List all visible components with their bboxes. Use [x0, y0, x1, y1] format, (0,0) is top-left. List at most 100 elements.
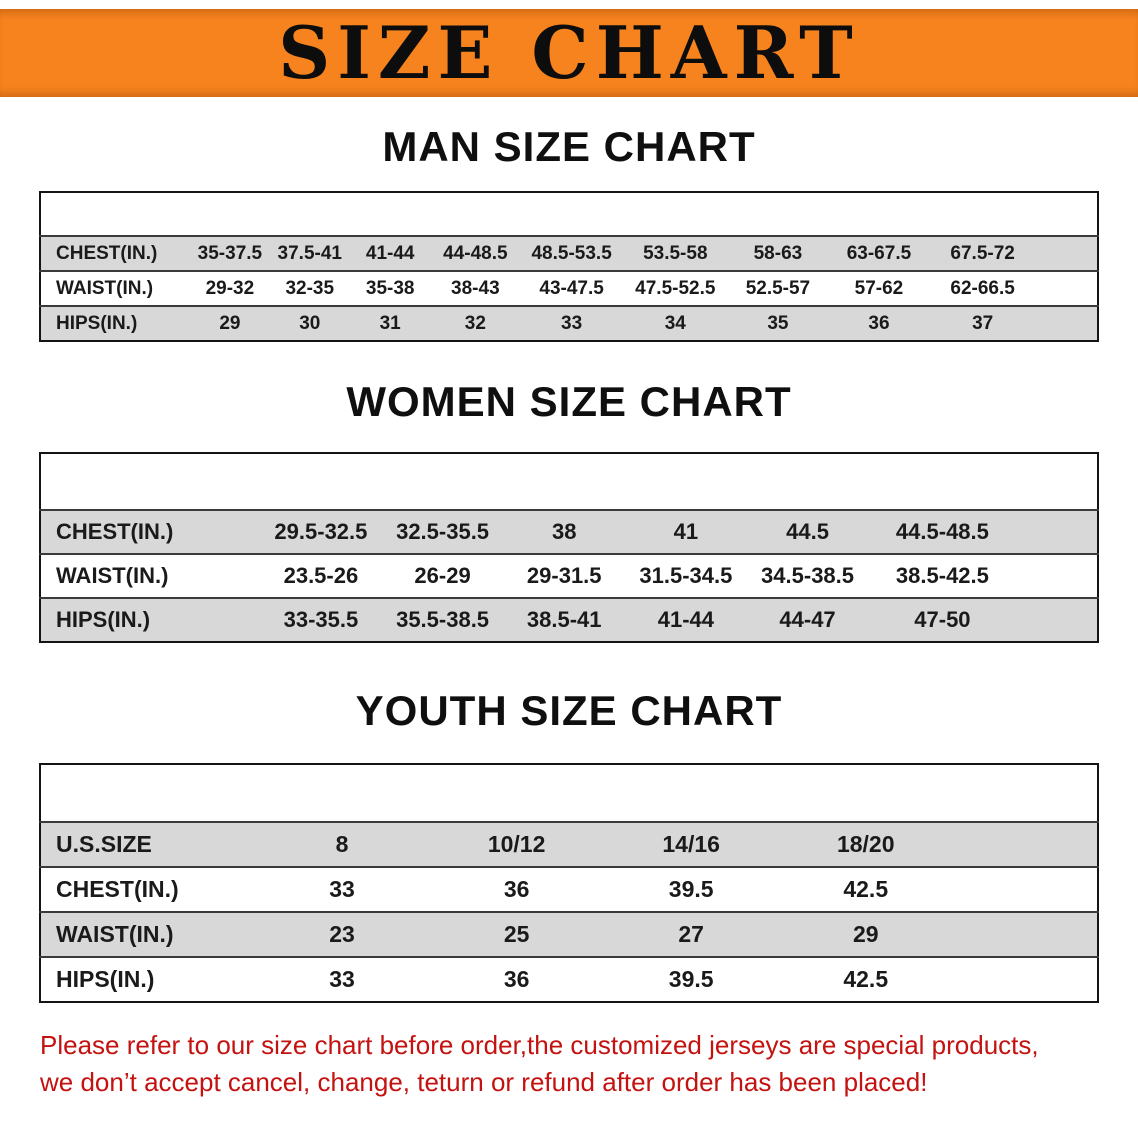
value-cell: 58-63: [727, 235, 829, 271]
measurement-row: CHEST(IN.) 35-37.5 37.5-41 41-44 44-48.5 48.5…: [40, 235, 1098, 271]
row-label: WAIST(IN.): [40, 553, 261, 598]
value-cell: 34: [622, 305, 728, 341]
value-cell: 31: [349, 305, 431, 341]
filler-cell: [1035, 270, 1098, 306]
value-cell: 42.5: [778, 866, 954, 912]
value-cell: 35: [727, 305, 829, 341]
disclaimer: Please refer to our size chart before or…: [40, 1027, 1138, 1101]
value-cell: 14/16: [603, 821, 779, 867]
value-cell: 43-47.5: [520, 270, 623, 306]
value-cell: 29-31.5: [503, 553, 626, 598]
measurement-row: U.S.SIZE 8 10/12 14/16 18/20: [40, 821, 1098, 867]
womens-size-table: WOMEN’S XS S M L XL XXL CHEST(IN.) 29.5-32.5 32.5…: [39, 452, 1099, 643]
filler-cell: [1036, 192, 1098, 236]
value-cell: 37: [929, 305, 1036, 341]
row-label: CHEST(IN.): [40, 866, 255, 912]
value-cell: 38: [503, 509, 626, 554]
value-cell: 38-43: [430, 270, 521, 306]
filler-cell: [1035, 305, 1098, 341]
measurement-row: HIPS(IN.) 29 30 31 32 33 34 35 36 37: [40, 305, 1098, 341]
value-cell: 53.5-58: [622, 235, 728, 271]
mens-size-table: MEN’S S M L XL 2XL 3XL 4XL 5XL 6XL CHEST(IN.) 35-37…: [39, 191, 1099, 342]
value-cell: 44.5: [746, 509, 869, 554]
measurement-row: WAIST(IN.) 23 25 27 29: [40, 911, 1098, 957]
value-cell: 36: [429, 866, 604, 912]
measurement-row: CHEST(IN.) 33 36 39.5 42.5: [40, 866, 1098, 912]
size-header-cell: S: [222, 202, 238, 225]
value-cell: 41-44: [625, 597, 747, 642]
filler-cell: [953, 866, 1098, 912]
table-title-cell: YOUTH: [56, 777, 159, 808]
size-header-cell: XXL: [916, 466, 969, 496]
value-cell: 8: [254, 821, 430, 867]
value-cell: 48.5-53.5: [520, 235, 623, 271]
youth-size-chart-heading: YOUTH SIZE CHART: [355, 687, 783, 734]
value-cell: 32-35: [269, 270, 350, 306]
table-title-cell: MEN’S: [56, 199, 141, 228]
measurement-row: CHEST(IN.) 29.5-32.5 32.5-35.5 38 41 44.5 44.5…: [40, 509, 1098, 554]
table-header-row: MEN’S S M L XL 2XL 3XL 4XL 5XL 6XL: [40, 192, 1098, 236]
value-cell: 23: [254, 911, 430, 957]
value-cell: 33: [254, 866, 430, 912]
measurement-row: WAIST(IN.) 23.5-26 26-29 29-31.5 31.5-34.5 34…: [40, 553, 1098, 598]
row-label: CHEST(IN.): [40, 509, 261, 554]
filler-cell: [1016, 553, 1098, 598]
value-cell: 42.5: [778, 956, 954, 1002]
value-cell: 33-35.5: [260, 597, 382, 642]
filler-cell: [953, 956, 1098, 1002]
value-cell: 44-47: [746, 597, 869, 642]
measurement-row: WAIST(IN.) 29-32 32-35 35-38 38-43 43-47.5 47.…: [40, 270, 1098, 306]
value-cell: 35-38: [349, 270, 431, 306]
banner: SIZE CHART: [0, 9, 1138, 97]
disclaimer-line-2: we don’t accept cancel, change, teturn o…: [40, 1067, 928, 1097]
value-cell: 52.5-57: [727, 270, 829, 306]
size-header-cell: XL: [461, 202, 490, 225]
filler-cell: [953, 764, 1098, 822]
row-label: HIPS(IN.): [40, 956, 255, 1002]
size-header-cell: YTH XL: [818, 777, 914, 808]
youth-size-chart-section: YOUTH SIZE CHART YOUTH YTH S YTH M YTH L YTH…: [0, 687, 1138, 1003]
size-header-cell: M: [300, 202, 319, 225]
table-header-row: YOUTH YTH S YTH M YTH L YTH XL: [40, 764, 1098, 822]
value-cell: 31.5-34.5: [625, 553, 747, 598]
size-header-cell: 2XL: [551, 202, 592, 225]
value-cell: 35-37.5: [190, 235, 270, 271]
value-cell: 57-62: [828, 270, 930, 306]
size-header-cell: 5XL: [858, 202, 899, 225]
value-cell: 38.5-41: [503, 597, 626, 642]
value-cell: 29: [190, 305, 270, 341]
value-cell: 23.5-26: [260, 553, 382, 598]
value-cell: 36: [828, 305, 930, 341]
filler-cell: [953, 911, 1098, 957]
table-header-row: WOMEN’S XS S M L XL XXL: [40, 453, 1098, 510]
value-cell: 32: [430, 305, 521, 341]
table-title-cell: WOMEN’S: [56, 465, 200, 497]
size-header-cell: M: [553, 466, 576, 496]
size-header-cell: XL: [790, 466, 825, 496]
filler-cell: [1035, 235, 1098, 271]
row-label: HIPS(IN.): [40, 305, 191, 341]
size-header-cell: YTH S: [302, 777, 382, 808]
size-header-cell: 3XL: [655, 202, 696, 225]
size-header-cell: 6XL: [962, 202, 1003, 225]
filler-cell: [1016, 453, 1098, 510]
value-cell: 37.5-41: [269, 235, 350, 271]
value-cell: 30: [269, 305, 350, 341]
value-cell: 29-32: [190, 270, 270, 306]
man-size-chart-section: MAN SIZE CHART MEN’S S M L XL 2XL 3XL 4XL 5XL 6XL…: [0, 123, 1138, 342]
value-cell: 18/20: [778, 821, 954, 867]
value-cell: 25: [429, 911, 604, 957]
row-label: HIPS(IN.): [40, 597, 261, 642]
size-header-cell: 4XL: [757, 202, 798, 225]
row-label: WAIST(IN.): [40, 270, 191, 306]
value-cell: 38.5-42.5: [868, 553, 1017, 598]
value-cell: 36: [429, 956, 604, 1002]
value-cell: 26-29: [381, 553, 504, 598]
value-cell: 29: [778, 911, 954, 957]
man-size-chart-heading: MAN SIZE CHART: [382, 123, 756, 170]
row-label: U.S.SIZE: [40, 821, 255, 867]
size-header-cell: L: [677, 466, 695, 496]
value-cell: 29.5-32.5: [260, 509, 382, 554]
value-cell: 44.5-48.5: [868, 509, 1017, 554]
value-cell: 39.5: [603, 866, 779, 912]
